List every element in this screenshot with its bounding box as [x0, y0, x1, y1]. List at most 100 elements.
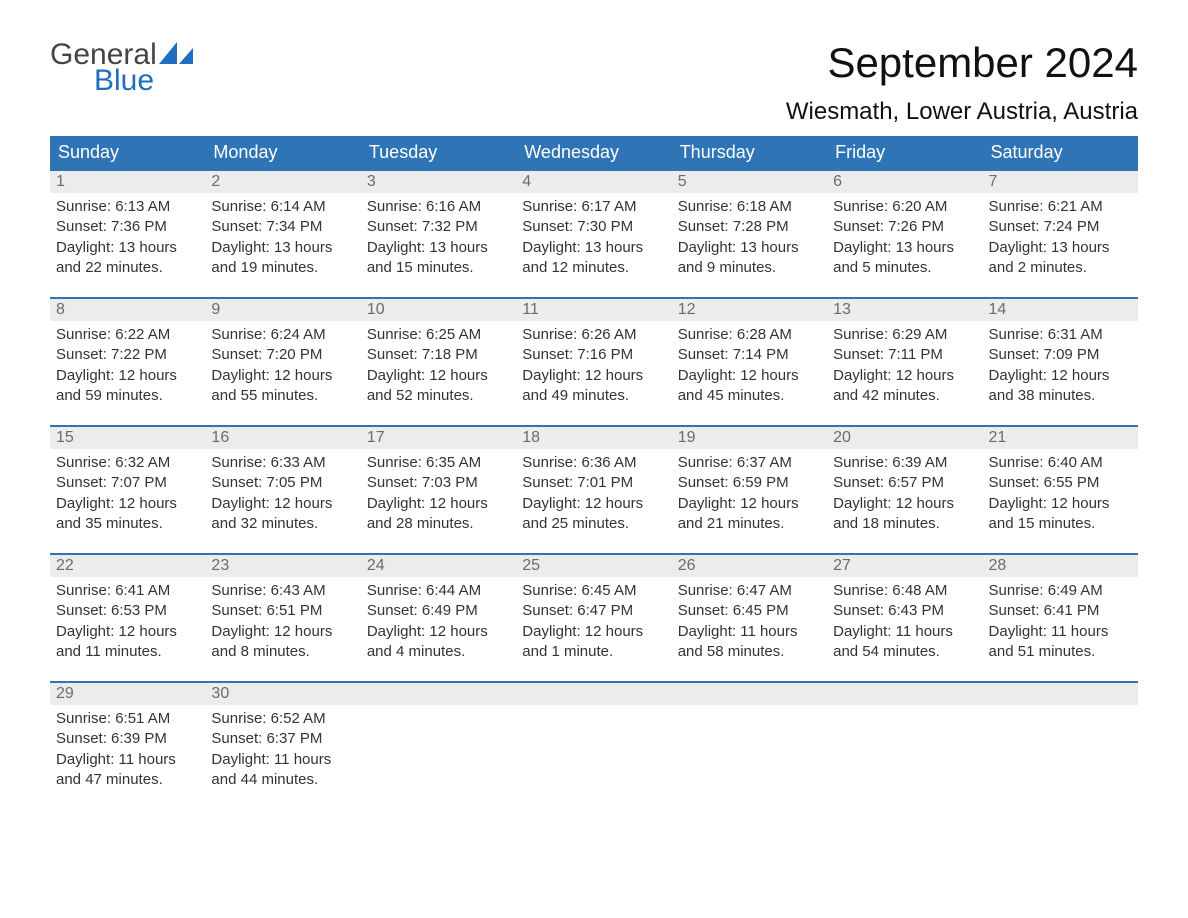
sunset-line: Sunset: 7:14 PM	[678, 345, 821, 365]
sunset-line: Sunset: 7:07 PM	[56, 473, 199, 493]
daylight-line: Daylight: 12 hours and 4 minutes.	[367, 622, 510, 663]
sunset-line: Sunset: 6:39 PM	[56, 729, 199, 749]
day-cell: 30Sunrise: 6:52 AMSunset: 6:37 PMDayligh…	[205, 681, 360, 796]
calendar-cell: 14Sunrise: 6:31 AMSunset: 7:09 PMDayligh…	[983, 297, 1138, 425]
calendar-cell: 4Sunrise: 6:17 AMSunset: 7:30 PMDaylight…	[516, 169, 671, 297]
sunrise-line: Sunrise: 6:41 AM	[56, 581, 199, 601]
daylight-line: Daylight: 12 hours and 11 minutes.	[56, 622, 199, 663]
sunset-line: Sunset: 7:03 PM	[367, 473, 510, 493]
day-body: Sunrise: 6:18 AMSunset: 7:28 PMDaylight:…	[672, 193, 827, 284]
daylight-line: Daylight: 12 hours and 32 minutes.	[211, 494, 354, 535]
sunrise-line: Sunrise: 6:43 AM	[211, 581, 354, 601]
day-body: Sunrise: 6:40 AMSunset: 6:55 PMDaylight:…	[983, 449, 1138, 540]
sunrise-line: Sunrise: 6:52 AM	[211, 709, 354, 729]
day-number: 6	[827, 171, 982, 193]
day-cell: 27Sunrise: 6:48 AMSunset: 6:43 PMDayligh…	[827, 553, 982, 668]
sunset-line: Sunset: 6:41 PM	[989, 601, 1132, 621]
sunset-line: Sunset: 6:55 PM	[989, 473, 1132, 493]
day-cell: 29Sunrise: 6:51 AMSunset: 6:39 PMDayligh…	[50, 681, 205, 796]
day-cell: 7Sunrise: 6:21 AMSunset: 7:24 PMDaylight…	[983, 169, 1138, 284]
sunrise-line: Sunrise: 6:47 AM	[678, 581, 821, 601]
day-cell: 8Sunrise: 6:22 AMSunset: 7:22 PMDaylight…	[50, 297, 205, 412]
sunset-line: Sunset: 6:51 PM	[211, 601, 354, 621]
daylight-line: Daylight: 12 hours and 18 minutes.	[833, 494, 976, 535]
sunset-line: Sunset: 6:43 PM	[833, 601, 976, 621]
daylight-line: Daylight: 12 hours and 59 minutes.	[56, 366, 199, 407]
day-body: Sunrise: 6:13 AMSunset: 7:36 PMDaylight:…	[50, 193, 205, 284]
calendar-cell: 8Sunrise: 6:22 AMSunset: 7:22 PMDaylight…	[50, 297, 205, 425]
sunset-line: Sunset: 7:32 PM	[367, 217, 510, 237]
empty-daynum	[827, 683, 982, 705]
sunrise-line: Sunrise: 6:24 AM	[211, 325, 354, 345]
sunset-line: Sunset: 6:49 PM	[367, 601, 510, 621]
day-number: 27	[827, 555, 982, 577]
day-number: 21	[983, 427, 1138, 449]
sunrise-line: Sunrise: 6:40 AM	[989, 453, 1132, 473]
day-cell: 14Sunrise: 6:31 AMSunset: 7:09 PMDayligh…	[983, 297, 1138, 412]
calendar-cell: 6Sunrise: 6:20 AMSunset: 7:26 PMDaylight…	[827, 169, 982, 297]
sunrise-line: Sunrise: 6:28 AM	[678, 325, 821, 345]
day-body: Sunrise: 6:45 AMSunset: 6:47 PMDaylight:…	[516, 577, 671, 668]
day-number: 3	[361, 171, 516, 193]
calendar-cell: 29Sunrise: 6:51 AMSunset: 6:39 PMDayligh…	[50, 681, 205, 809]
day-body: Sunrise: 6:16 AMSunset: 7:32 PMDaylight:…	[361, 193, 516, 284]
day-body: Sunrise: 6:41 AMSunset: 6:53 PMDaylight:…	[50, 577, 205, 668]
calendar-cell: 24Sunrise: 6:44 AMSunset: 6:49 PMDayligh…	[361, 553, 516, 681]
day-body: Sunrise: 6:43 AMSunset: 6:51 PMDaylight:…	[205, 577, 360, 668]
day-body: Sunrise: 6:37 AMSunset: 6:59 PMDaylight:…	[672, 449, 827, 540]
location-subtitle: Wiesmath, Lower Austria, Austria	[786, 98, 1138, 126]
calendar-cell: 27Sunrise: 6:48 AMSunset: 6:43 PMDayligh…	[827, 553, 982, 681]
weekday-header-row: SundayMondayTuesdayWednesdayThursdayFrid…	[50, 136, 1138, 169]
daylight-line: Daylight: 11 hours and 47 minutes.	[56, 750, 199, 791]
sunrise-line: Sunrise: 6:37 AM	[678, 453, 821, 473]
day-body: Sunrise: 6:44 AMSunset: 6:49 PMDaylight:…	[361, 577, 516, 668]
sunset-line: Sunset: 7:05 PM	[211, 473, 354, 493]
calendar-cell: 1Sunrise: 6:13 AMSunset: 7:36 PMDaylight…	[50, 169, 205, 297]
calendar-cell: 2Sunrise: 6:14 AMSunset: 7:34 PMDaylight…	[205, 169, 360, 297]
day-cell: 10Sunrise: 6:25 AMSunset: 7:18 PMDayligh…	[361, 297, 516, 412]
day-body: Sunrise: 6:39 AMSunset: 6:57 PMDaylight:…	[827, 449, 982, 540]
calendar-week-row: 22Sunrise: 6:41 AMSunset: 6:53 PMDayligh…	[50, 553, 1138, 681]
sunset-line: Sunset: 7:34 PM	[211, 217, 354, 237]
day-body: Sunrise: 6:32 AMSunset: 7:07 PMDaylight:…	[50, 449, 205, 540]
sunset-line: Sunset: 7:16 PM	[522, 345, 665, 365]
day-number: 1	[50, 171, 205, 193]
daylight-line: Daylight: 13 hours and 12 minutes.	[522, 238, 665, 279]
daylight-line: Daylight: 12 hours and 38 minutes.	[989, 366, 1132, 407]
day-body: Sunrise: 6:25 AMSunset: 7:18 PMDaylight:…	[361, 321, 516, 412]
daylight-line: Daylight: 13 hours and 5 minutes.	[833, 238, 976, 279]
sunset-line: Sunset: 6:37 PM	[211, 729, 354, 749]
weekday-header: Thursday	[672, 136, 827, 169]
sunset-line: Sunset: 6:53 PM	[56, 601, 199, 621]
calendar-cell	[516, 681, 671, 809]
calendar-cell: 23Sunrise: 6:43 AMSunset: 6:51 PMDayligh…	[205, 553, 360, 681]
day-number: 25	[516, 555, 671, 577]
calendar-cell: 18Sunrise: 6:36 AMSunset: 7:01 PMDayligh…	[516, 425, 671, 553]
day-cell: 11Sunrise: 6:26 AMSunset: 7:16 PMDayligh…	[516, 297, 671, 412]
day-cell: 19Sunrise: 6:37 AMSunset: 6:59 PMDayligh…	[672, 425, 827, 540]
day-cell: 26Sunrise: 6:47 AMSunset: 6:45 PMDayligh…	[672, 553, 827, 668]
calendar-week-row: 1Sunrise: 6:13 AMSunset: 7:36 PMDaylight…	[50, 169, 1138, 297]
daylight-line: Daylight: 12 hours and 55 minutes.	[211, 366, 354, 407]
calendar-cell: 7Sunrise: 6:21 AMSunset: 7:24 PMDaylight…	[983, 169, 1138, 297]
day-number: 23	[205, 555, 360, 577]
sunset-line: Sunset: 7:28 PM	[678, 217, 821, 237]
day-number: 29	[50, 683, 205, 705]
day-cell: 5Sunrise: 6:18 AMSunset: 7:28 PMDaylight…	[672, 169, 827, 284]
day-cell: 15Sunrise: 6:32 AMSunset: 7:07 PMDayligh…	[50, 425, 205, 540]
calendar-cell: 12Sunrise: 6:28 AMSunset: 7:14 PMDayligh…	[672, 297, 827, 425]
calendar-cell: 30Sunrise: 6:52 AMSunset: 6:37 PMDayligh…	[205, 681, 360, 809]
day-body: Sunrise: 6:22 AMSunset: 7:22 PMDaylight:…	[50, 321, 205, 412]
day-body: Sunrise: 6:35 AMSunset: 7:03 PMDaylight:…	[361, 449, 516, 540]
sunrise-line: Sunrise: 6:49 AM	[989, 581, 1132, 601]
day-number: 20	[827, 427, 982, 449]
day-number: 2	[205, 171, 360, 193]
calendar-cell: 3Sunrise: 6:16 AMSunset: 7:32 PMDaylight…	[361, 169, 516, 297]
day-number: 26	[672, 555, 827, 577]
day-number: 16	[205, 427, 360, 449]
calendar-cell: 20Sunrise: 6:39 AMSunset: 6:57 PMDayligh…	[827, 425, 982, 553]
day-number: 24	[361, 555, 516, 577]
day-body: Sunrise: 6:47 AMSunset: 6:45 PMDaylight:…	[672, 577, 827, 668]
sunrise-line: Sunrise: 6:45 AM	[522, 581, 665, 601]
sunrise-line: Sunrise: 6:39 AM	[833, 453, 976, 473]
